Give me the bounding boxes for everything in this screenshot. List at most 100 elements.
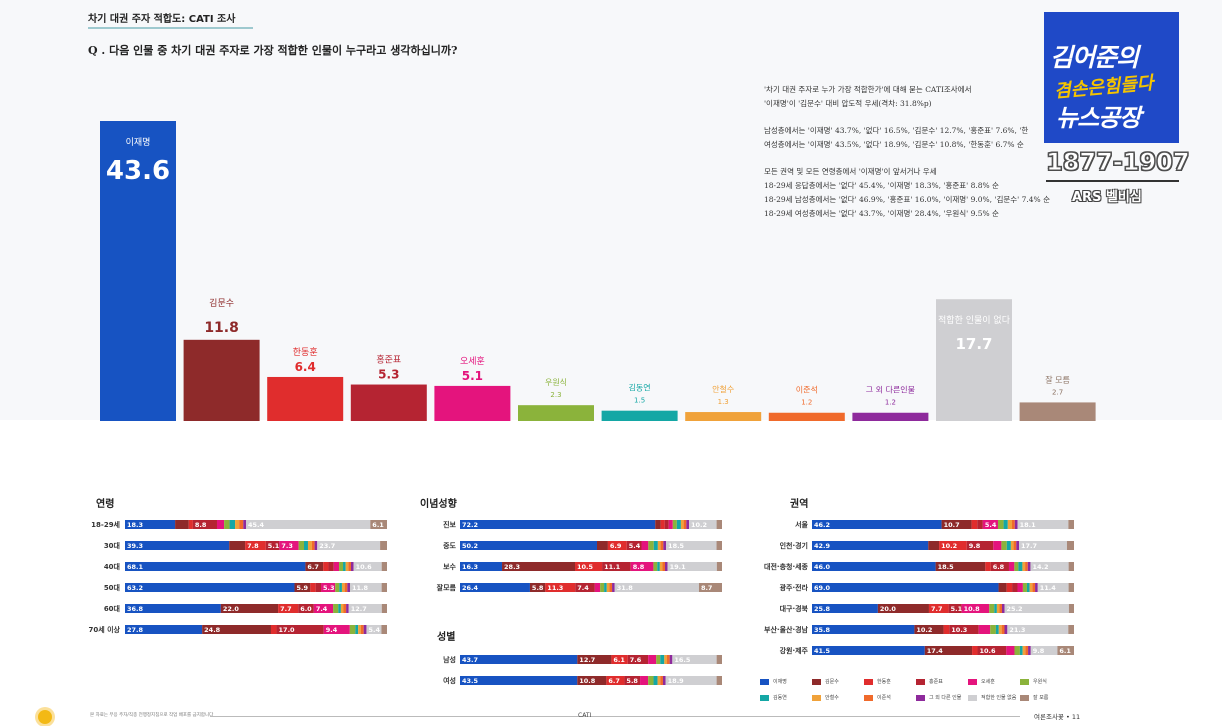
legend-label: 김동연 <box>773 695 787 701</box>
bar-name-label: 안철수 <box>712 384 734 394</box>
logo-line-1: 김어준의 <box>1050 43 1139 72</box>
stack-segment <box>665 562 668 571</box>
stack-segment <box>298 604 314 613</box>
stack-segment <box>689 520 717 529</box>
stack-segment <box>350 562 354 571</box>
stack-segment <box>188 520 193 529</box>
stack-segment <box>363 625 367 634</box>
stack-segment <box>657 562 660 571</box>
stack-segment <box>1068 625 1074 634</box>
stack-segment <box>939 541 967 550</box>
stack-segment <box>355 625 359 634</box>
segment-value-label: 7.8 <box>247 542 259 550</box>
stack-segment <box>666 541 717 550</box>
stack-segment <box>314 541 318 550</box>
stack-segment <box>343 604 347 613</box>
stack-segment <box>941 520 972 529</box>
stack-segment <box>935 562 986 571</box>
stack-segment <box>1037 583 1069 592</box>
stack-segment <box>680 520 684 529</box>
stack-segment <box>669 655 673 664</box>
stack-segment <box>307 541 312 550</box>
summary-line: 남성층에서는 '이재명' 43.7%, '없다' 16.5%, '김문수' 12… <box>764 126 1029 135</box>
segment-value-label: 9.8 <box>969 542 981 550</box>
stack-segment <box>663 541 667 550</box>
bar-name-label: 김동연 <box>629 383 651 393</box>
legend-item: 홍준표 <box>916 678 943 685</box>
stack-segment <box>1006 541 1011 550</box>
stack-segment <box>657 676 661 685</box>
bar-value-label: 1.2 <box>801 399 812 407</box>
legend-item: 잘 모름 <box>1020 694 1048 701</box>
segment-value-label: 11.8 <box>352 584 369 592</box>
stack-segment <box>1028 646 1031 655</box>
bar-2 <box>267 376 344 421</box>
stack-segment <box>676 520 681 529</box>
stack-segment <box>1006 583 1013 592</box>
stack-segment <box>597 541 608 550</box>
stack-segment <box>380 541 387 550</box>
stack-segment <box>349 625 356 634</box>
stack-segment <box>317 541 381 550</box>
stack-segment <box>949 625 979 634</box>
stack-segment <box>341 583 345 592</box>
stack-segment <box>323 625 350 634</box>
stack-segment <box>686 520 690 529</box>
stack-segment <box>928 541 940 550</box>
stack-segment <box>985 562 991 571</box>
segment-value-label: 21.3 <box>1009 626 1025 634</box>
stack-segment <box>310 583 316 592</box>
legend-swatch <box>812 678 821 685</box>
footer-label: CATI <box>578 712 592 719</box>
stack-segment <box>594 583 601 592</box>
segment-value-label: 10.6 <box>980 647 997 655</box>
stack-segment <box>502 562 576 571</box>
stack-segment <box>1017 520 1069 529</box>
stack-segment <box>627 655 649 664</box>
stack-segment <box>229 541 246 550</box>
legend-item: 이재명 <box>760 678 787 685</box>
stack-segment <box>914 625 944 634</box>
stack-segment <box>606 676 625 685</box>
stack-segment <box>626 541 642 550</box>
segment-value-label: 10.8 <box>579 677 596 685</box>
stack-segment <box>270 625 277 634</box>
segment-value-label: 6.7 <box>608 677 620 685</box>
stack-segment <box>662 562 666 571</box>
segment-value-label: 22.0 <box>223 605 240 613</box>
segment-value-label: 23.7 <box>319 542 335 550</box>
legend-item: 이준석 <box>864 694 891 701</box>
bar-10 <box>936 299 1012 421</box>
stack-segment <box>575 583 595 592</box>
stack-segment <box>660 520 665 529</box>
summary-line: 18-29세 응답층에서는 '없다' 45.4%, '이재명' 18.3%, '… <box>764 181 999 190</box>
stack-segment <box>653 676 658 685</box>
segment-value-label: 46.0 <box>814 563 831 571</box>
bar-value-label: 1.2 <box>885 399 896 407</box>
stack-segment <box>698 583 722 592</box>
bar-8 <box>768 412 845 421</box>
segment-value-label: 10.2 <box>941 542 957 550</box>
segment-value-label: 6.8 <box>993 563 1005 571</box>
stack-segment <box>278 604 299 613</box>
title-underline <box>88 27 253 29</box>
stack-segment <box>239 520 244 529</box>
legend-item: 김문수 <box>812 678 839 685</box>
stack-segment <box>660 541 664 550</box>
legend-swatch <box>760 694 769 701</box>
segment-value-label: 41.5 <box>814 647 831 655</box>
segment-value-label: 46.2 <box>814 521 830 529</box>
stack-segment <box>1019 646 1023 655</box>
segment-value-label: 6.9 <box>610 542 622 550</box>
row-label: 강원·제주 <box>780 646 809 655</box>
stack-segment <box>345 562 349 571</box>
stack-segment <box>812 646 925 655</box>
stack-segment <box>668 520 673 529</box>
stack-segment <box>381 562 387 571</box>
summary-line: 모든 권역 및 모든 연령층에서 '이재명'이 앞서거나 우세 <box>764 167 937 176</box>
stack-segment <box>338 604 341 613</box>
stack-segment <box>349 583 382 592</box>
segment-value-label: 5.8 <box>626 677 638 685</box>
stack-segment <box>1013 541 1017 550</box>
stack-segment <box>667 562 717 571</box>
